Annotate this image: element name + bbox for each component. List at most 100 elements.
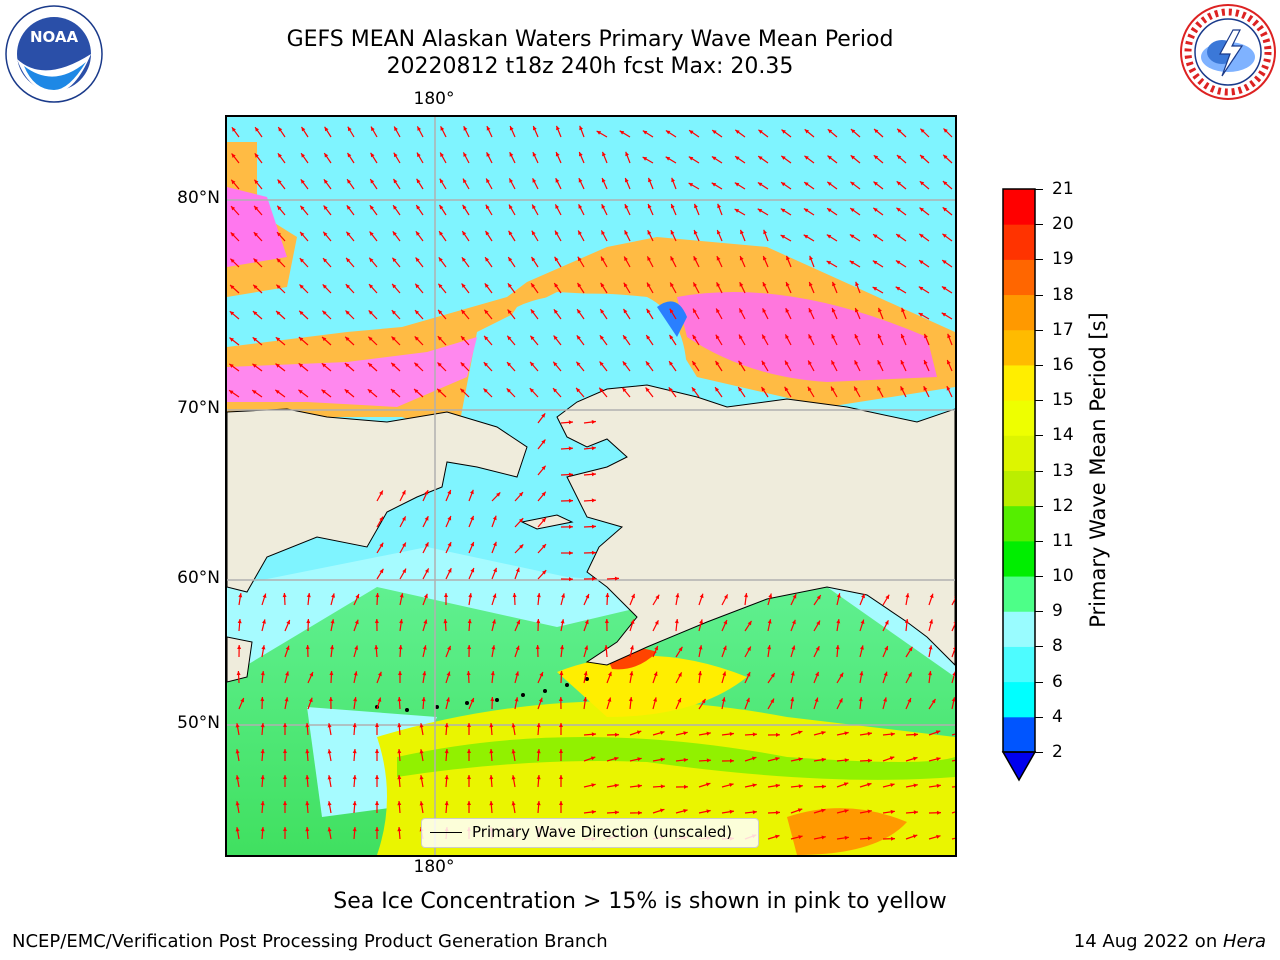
wave-direction-arrowhead	[890, 783, 895, 787]
chart-title: GEFS MEAN Alaskan Waters Primary Wave Me…	[286, 27, 894, 52]
wave-direction-arrowhead	[509, 178, 513, 183]
wave-direction-arrowhead	[900, 386, 905, 391]
legend-label: Primary Wave Direction (unscaled)	[472, 823, 733, 841]
wave-direction-arrowhead	[560, 619, 565, 624]
wave-direction-arrowhead	[531, 283, 535, 288]
wave-direction-arrowhead	[654, 646, 658, 651]
wave-direction-arrowhead	[309, 672, 314, 677]
wave-direction-arrowhead	[468, 593, 473, 598]
wave-direction-arrowhead	[489, 775, 494, 780]
wave-direction-arrowhead	[569, 524, 573, 529]
wave-direction-arrowhead	[559, 671, 564, 676]
wave-direction-arrowhead	[371, 126, 375, 132]
wave-direction-arrowhead	[438, 257, 443, 262]
wave-direction-arrowhead	[775, 757, 780, 761]
wave-direction-arrowhead	[631, 593, 635, 599]
wave-direction-arrowhead	[536, 593, 541, 598]
wave-direction-arrowhead	[446, 671, 451, 676]
wave-direction-arrowhead	[253, 258, 258, 263]
colorbar-tick-mark	[1035, 400, 1043, 402]
wave-direction-arrowhead	[541, 491, 546, 497]
wave-direction-arrowhead	[591, 472, 596, 477]
wave-direction-arrowhead	[691, 387, 696, 392]
wave-direction-arrowhead	[276, 284, 281, 289]
wave-direction-arrowhead	[877, 334, 882, 339]
wave-direction-arrowhead	[919, 181, 925, 186]
wave-direction-arrowhead	[553, 388, 558, 393]
wave-direction-arrowhead	[854, 360, 859, 365]
wave-direction-arrowhead	[344, 363, 350, 368]
wave-direction-arrowhead	[369, 205, 374, 210]
wave-direction-arrowhead	[444, 775, 449, 780]
wave-direction-arrowhead	[485, 204, 490, 210]
wave-direction-arrowhead	[716, 256, 721, 261]
wave-direction-arrowhead	[419, 723, 424, 728]
wave-direction-arrowhead	[508, 230, 513, 236]
wave-direction-arrowhead	[624, 256, 628, 261]
wave-direction-arrowhead	[814, 697, 819, 702]
wave-direction-arrowhead	[646, 308, 651, 314]
wave-direction-arrowhead	[460, 388, 465, 393]
colorbar-tick-mark	[1035, 435, 1043, 437]
colorbar-tick-label: 19	[1052, 249, 1074, 270]
wave-direction-arrowhead	[821, 731, 826, 735]
wave-direction-arrowhead	[576, 335, 581, 340]
wave-direction-arrowhead	[688, 156, 694, 161]
wave-direction-arrowhead	[678, 646, 683, 652]
wave-direction-arrowhead	[530, 335, 535, 340]
wave-direction-arrowhead	[896, 155, 902, 160]
wave-direction-arrowhead	[229, 337, 234, 342]
wave-direction-arrowhead	[402, 542, 406, 547]
wave-direction-arrowhead	[252, 390, 257, 394]
wave-direction-arrowhead	[897, 128, 902, 133]
colorbar-tick-mark	[1035, 189, 1043, 190]
wave-direction-arrowhead	[327, 827, 332, 832]
colorbar-segment	[1003, 470, 1035, 507]
wave-direction-arrowhead	[670, 230, 675, 235]
wave-direction-arrowhead	[629, 671, 634, 676]
wave-direction-arrowhead	[536, 619, 541, 624]
colorbar-segment	[1003, 400, 1035, 436]
lat-label-50: 50°N	[177, 713, 220, 733]
wave-direction-arrowhead	[744, 593, 748, 598]
wave-direction-arrowhead	[780, 208, 786, 213]
wave-direction-arrowhead	[890, 809, 895, 814]
wave-direction-arrowhead	[516, 620, 520, 625]
wave-direction-arrowhead	[858, 697, 863, 702]
wave-direction-arrowhead	[394, 126, 398, 131]
wave-direction-arrowhead	[424, 593, 428, 599]
wave-direction-arrowhead	[780, 235, 786, 239]
wave-direction-arrowhead	[300, 205, 305, 210]
wave-direction-arrowhead	[821, 784, 826, 789]
colorbar-tick-mark	[1035, 611, 1043, 613]
wave-direction-arrowhead	[790, 697, 795, 702]
wave-direction-arrowhead	[815, 646, 820, 651]
wave-direction-arrowhead	[438, 283, 443, 288]
wave-direction-arrowhead	[648, 177, 652, 183]
wave-direction-arrowhead	[327, 801, 332, 806]
wave-direction-arrowhead	[401, 490, 406, 495]
colorbar-tick-label: 15	[1052, 390, 1074, 411]
wave-direction-arrowhead	[397, 697, 402, 702]
wave-direction-arrowhead	[231, 153, 236, 158]
wave-direction-arrowhead	[437, 336, 442, 341]
wave-direction-arrowhead	[398, 645, 403, 650]
map-legend: Primary Wave Direction (unscaled)	[421, 818, 759, 848]
colorbar-segment	[1003, 505, 1035, 542]
wave-direction-arrowhead	[854, 334, 859, 339]
wave-direction-arrowhead	[415, 283, 420, 289]
wave-direction-arrowhead	[375, 775, 379, 779]
wave-direction-arrowhead	[393, 178, 398, 184]
wave-direction-arrowhead	[701, 698, 706, 704]
wave-direction-arrowhead	[918, 286, 924, 291]
wave-direction-arrowhead	[706, 809, 711, 814]
wave-direction-arrowhead	[729, 783, 734, 787]
colorbar	[1001, 188, 1037, 782]
colorbar-segment	[1003, 259, 1035, 296]
wave-direction-arrowhead	[419, 749, 424, 754]
wave-direction-arrowhead	[831, 386, 835, 392]
wave-direction-arrowhead	[816, 595, 821, 600]
wave-direction-arrowhead	[492, 515, 497, 521]
wave-direction-arrowhead	[461, 336, 466, 341]
colorbar-tick-mark	[1035, 364, 1043, 366]
